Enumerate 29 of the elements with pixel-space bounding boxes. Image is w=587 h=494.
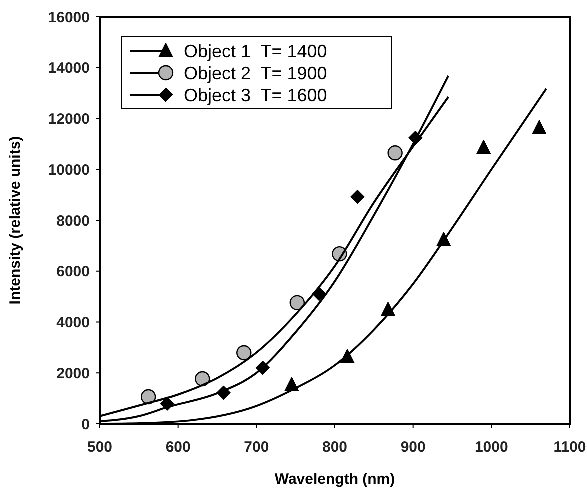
point [284, 376, 300, 392]
y-tick-label: 2000 [56, 365, 90, 382]
x-tick-label: 800 [322, 439, 348, 456]
x-axis-title: Wavelength (nm) [274, 471, 396, 488]
x-tick-label: 1100 [554, 439, 586, 456]
x-tick-label: 500 [87, 439, 113, 456]
point [476, 140, 492, 154]
x-tick-label: 1000 [474, 439, 508, 456]
point [350, 190, 365, 204]
y-tick-label: 6000 [56, 264, 90, 281]
y-tick-label: 10000 [48, 162, 90, 179]
x-tick-label: 600 [166, 439, 191, 456]
legend-label: Object 2 T= 1900 [184, 63, 328, 84]
y-tick-label: 16000 [48, 9, 90, 26]
legend-label: Object 3 T= 1600 [184, 85, 328, 106]
legend-label: Object 1 T= 1400 [184, 41, 328, 62]
point [290, 295, 305, 311]
y-tick-label: 8000 [56, 212, 90, 230]
point [532, 120, 547, 134]
point [236, 345, 252, 361]
y-tick-label: 0 [82, 416, 90, 434]
y-tick-label: 14000 [48, 60, 90, 78]
y-axis-title: Intensity (relative units) [7, 136, 24, 305]
x-tick-label: 900 [400, 439, 426, 456]
point [140, 389, 156, 405]
point [388, 145, 403, 161]
y-tick-label: 4000 [56, 314, 90, 332]
y-tick-label: 12000 [48, 111, 90, 128]
x-tick-label: 700 [244, 439, 270, 456]
